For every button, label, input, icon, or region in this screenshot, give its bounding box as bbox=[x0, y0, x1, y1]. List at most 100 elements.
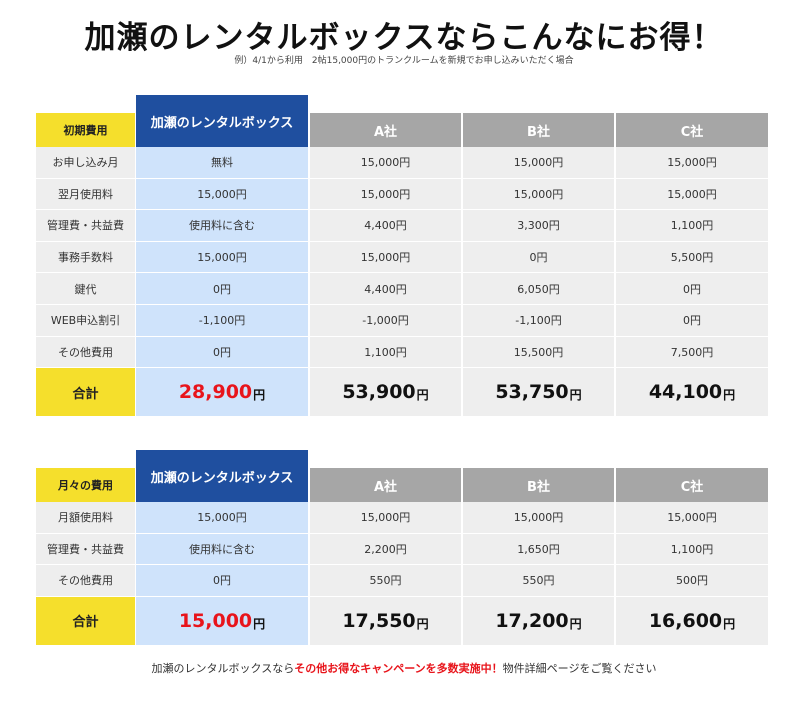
company-b-value: -1,100円 bbox=[463, 304, 614, 336]
featured-value: 使用料に含む bbox=[136, 533, 308, 565]
page-headline: 加瀬のレンタルボックスならこんなにお得！ bbox=[84, 20, 724, 56]
company-a-value: 1,100円 bbox=[310, 336, 461, 368]
row-label: その他費用 bbox=[36, 336, 135, 368]
company-a-total-amount: 17,550 bbox=[342, 609, 416, 632]
yen-unit: 円 bbox=[416, 388, 429, 403]
table-row: その他費用 0円 550円 550円 500円 bbox=[36, 565, 768, 597]
row-label: 管理費・共益費 bbox=[36, 533, 135, 565]
company-b-total: 53,750 円 bbox=[463, 368, 614, 417]
company-a-value: 4,400円 bbox=[310, 210, 461, 241]
yen-unit: 円 bbox=[253, 388, 266, 403]
company-c-header: C社 bbox=[616, 113, 768, 147]
featured-value: 15,000円 bbox=[136, 241, 308, 273]
row-label: 鍵代 bbox=[36, 273, 135, 304]
featured-value: 0円 bbox=[136, 565, 308, 596]
initial-cost-table: 初期費用 加瀬のレンタルボックス A社 B社 C社 お申し込み月 無料 15,0… bbox=[36, 95, 768, 417]
company-c-total-amount: 44,100 bbox=[648, 381, 723, 404]
table-row: 管理費・共益費 使用料に含む 4,400円 3,300円 1,100円 bbox=[36, 210, 768, 242]
total-label: 合計 bbox=[36, 368, 135, 417]
yen-unit: 円 bbox=[723, 388, 736, 403]
example-note: 例）4/1から利用 2帖15,000円のトランクルームを新規でお申し込みいただく… bbox=[234, 56, 574, 66]
company-b-total: 17,200 円 bbox=[463, 596, 614, 645]
campaign-footer: 加瀬のレンタルボックスならその他お得なキャンペーンを多数実施中！物件詳細ページを… bbox=[0, 660, 808, 676]
featured-header: 加瀬のレンタルボックス bbox=[136, 450, 308, 502]
yen-unit: 円 bbox=[569, 616, 582, 631]
featured-value: 0円 bbox=[136, 273, 308, 304]
row-label: WEB申込割引 bbox=[36, 304, 135, 336]
total-row: 合計 15,000 円 17,550 円 17,200 円 16,600 円 bbox=[36, 596, 768, 645]
monthly-cost-table: 月々の費用 加瀬のレンタルボックス A社 B社 C社 月額使用料 15,000円… bbox=[36, 450, 768, 645]
row-label: 月額使用料 bbox=[36, 502, 135, 533]
company-a-total: 17,550 円 bbox=[310, 596, 461, 645]
row-label: お申し込み月 bbox=[36, 147, 135, 178]
table-row: 月額使用料 15,000円 15,000円 15,000円 15,000円 bbox=[36, 502, 768, 534]
company-a-header: A社 bbox=[310, 468, 461, 502]
featured-value: 15,000円 bbox=[136, 502, 308, 533]
featured-total-amount: 15,000 bbox=[178, 609, 253, 632]
table-row: 翌月使用料 15,000円 15,000円 15,000円 15,000円 bbox=[36, 178, 768, 211]
section-label: 初期費用 bbox=[36, 113, 135, 147]
row-label: 翌月使用料 bbox=[36, 178, 135, 210]
company-c-total: 16,600 円 bbox=[616, 596, 768, 645]
company-b-value: 1,650円 bbox=[463, 533, 614, 565]
company-a-value: 15,000円 bbox=[310, 178, 461, 210]
company-a-value: 4,400円 bbox=[310, 273, 461, 304]
featured-total: 28,900 円 bbox=[136, 368, 308, 417]
company-c-value: 500円 bbox=[616, 565, 768, 596]
company-c-value: 15,000円 bbox=[616, 178, 768, 210]
company-b-value: 15,500円 bbox=[463, 336, 614, 368]
company-b-value: 550円 bbox=[463, 565, 614, 596]
company-b-total-amount: 53,750 bbox=[495, 381, 569, 404]
company-b-total-amount: 17,200 bbox=[495, 609, 569, 632]
yen-unit: 円 bbox=[723, 616, 736, 631]
row-label: その他費用 bbox=[36, 565, 135, 596]
table-row: 事務手数料 15,000円 15,000円 0円 5,500円 bbox=[36, 241, 768, 274]
featured-value: -1,100円 bbox=[136, 304, 308, 336]
company-b-value: 6,050円 bbox=[463, 273, 614, 304]
yen-unit: 円 bbox=[416, 616, 429, 631]
company-b-value: 15,000円 bbox=[463, 502, 614, 533]
company-a-total: 53,900 円 bbox=[310, 368, 461, 417]
company-a-value: 2,200円 bbox=[310, 533, 461, 565]
company-b-header: B社 bbox=[463, 468, 614, 502]
section-label: 月々の費用 bbox=[36, 468, 135, 502]
company-a-total-amount: 53,900 bbox=[342, 381, 416, 404]
company-a-value: -1,000円 bbox=[310, 304, 461, 336]
company-c-value: 1,100円 bbox=[616, 533, 768, 565]
company-a-value: 15,000円 bbox=[310, 147, 461, 178]
table-header-row: 初期費用 加瀬のレンタルボックス A社 B社 C社 bbox=[36, 95, 768, 147]
featured-value: 使用料に含む bbox=[136, 210, 308, 241]
total-label: 合計 bbox=[36, 596, 135, 645]
company-c-value: 5,500円 bbox=[616, 241, 768, 273]
featured-value: 15,000円 bbox=[136, 178, 308, 210]
company-a-value: 550円 bbox=[310, 565, 461, 596]
company-a-header: A社 bbox=[310, 113, 461, 147]
company-b-header: B社 bbox=[463, 113, 614, 147]
company-c-value: 1,100円 bbox=[616, 210, 768, 241]
table-row: 管理費・共益費 使用料に含む 2,200円 1,650円 1,100円 bbox=[36, 533, 768, 566]
yen-unit: 円 bbox=[253, 616, 266, 631]
company-b-value: 0円 bbox=[463, 241, 614, 273]
featured-value: 無料 bbox=[136, 147, 308, 178]
footer-suffix: 物件詳細ページをご覧ください bbox=[502, 662, 657, 675]
table-row: 鍵代 0円 4,400円 6,050円 0円 bbox=[36, 273, 768, 305]
company-b-value: 3,300円 bbox=[463, 210, 614, 241]
featured-total: 15,000 円 bbox=[136, 596, 308, 645]
company-a-value: 15,000円 bbox=[310, 502, 461, 533]
table-row: その他費用 0円 1,100円 15,500円 7,500円 bbox=[36, 336, 768, 369]
row-label: 管理費・共益費 bbox=[36, 210, 135, 241]
footer-highlight: その他お得なキャンペーンを多数実施中！ bbox=[294, 662, 503, 675]
company-c-value: 15,000円 bbox=[616, 147, 768, 178]
yen-unit: 円 bbox=[569, 388, 582, 403]
company-c-value: 15,000円 bbox=[616, 502, 768, 533]
featured-total-amount: 28,900 bbox=[178, 381, 253, 404]
row-label: 事務手数料 bbox=[36, 241, 135, 273]
company-c-value: 0円 bbox=[616, 304, 768, 336]
footer-prefix: 加瀬のレンタルボックスなら bbox=[151, 662, 295, 675]
company-c-value: 0円 bbox=[616, 273, 768, 304]
table-header-row: 月々の費用 加瀬のレンタルボックス A社 B社 C社 bbox=[36, 450, 768, 502]
company-b-value: 15,000円 bbox=[463, 147, 614, 178]
company-c-total-amount: 16,600 bbox=[648, 609, 723, 632]
table-row: お申し込み月 無料 15,000円 15,000円 15,000円 bbox=[36, 147, 768, 179]
company-c-total: 44,100 円 bbox=[616, 368, 768, 417]
